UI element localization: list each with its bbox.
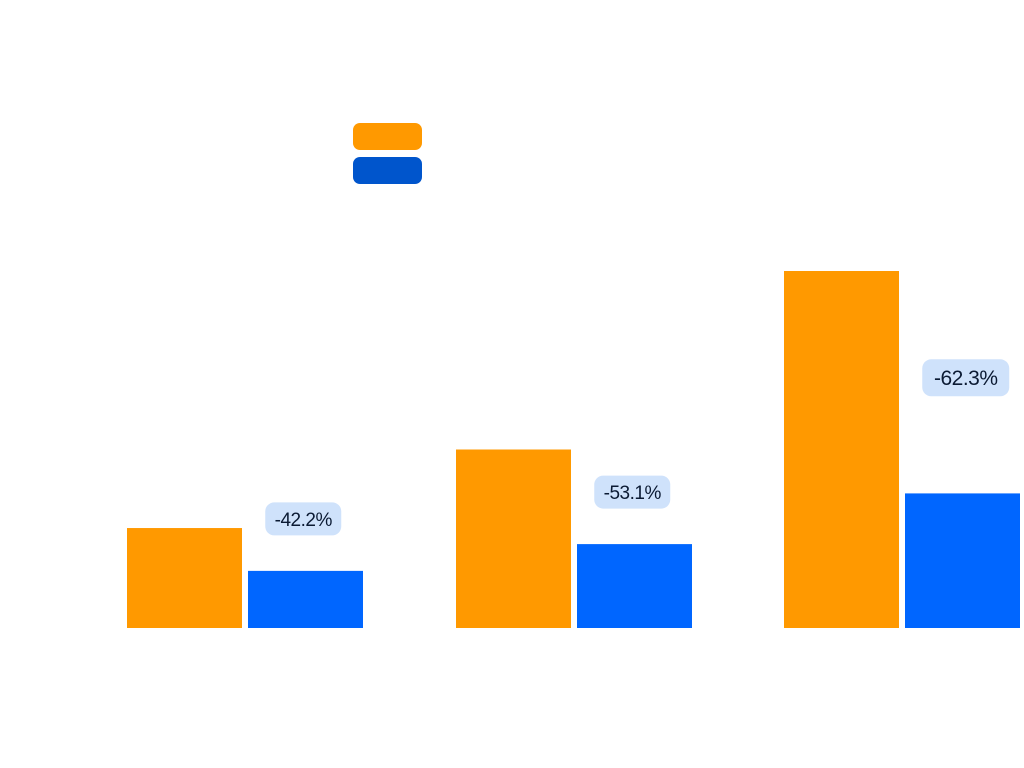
bars-group <box>127 271 1020 628</box>
legend-swatch-series-2 <box>353 157 422 184</box>
legend <box>353 123 422 184</box>
legend-swatch-series-1 <box>353 123 422 150</box>
bar-series-2-group-1 <box>248 570 363 628</box>
change-badge-1: -42.2% <box>265 502 342 536</box>
change-badge-background <box>922 359 1010 397</box>
change-badges-group: -42.2% -53.1% -62.3% <box>265 359 1010 536</box>
change-badge-background <box>594 475 671 509</box>
bar-series-1-group-1 <box>127 528 242 628</box>
change-badge-2: -53.1% <box>594 475 671 509</box>
change-badge-3: -62.3% <box>922 359 1010 397</box>
change-badge-background <box>265 502 342 536</box>
bar-series-2-group-2 <box>577 544 692 628</box>
change-badge-label: -42.2% <box>275 510 333 531</box>
change-badge-label: -62.3% <box>934 367 998 390</box>
change-badge-label: -53.1% <box>604 483 662 504</box>
bar-series-2-group-3 <box>905 493 1020 628</box>
bar-series-1-group-3 <box>784 271 899 628</box>
bar-series-1-group-2 <box>456 449 571 628</box>
